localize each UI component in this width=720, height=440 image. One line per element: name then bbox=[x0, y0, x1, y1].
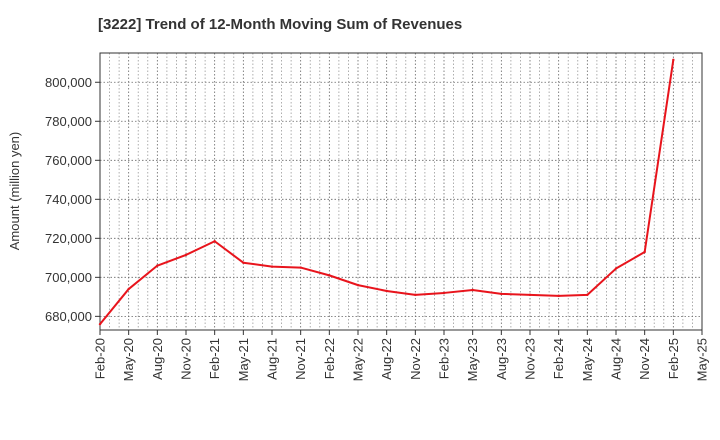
data-point-Feb-21 bbox=[213, 240, 216, 243]
data-point-Feb-24 bbox=[557, 294, 560, 298]
x-axis: Feb-20 May-20 Aug-20 Nov-20 Feb-21 May-21 Aug-… bbox=[93, 330, 710, 381]
x-tick-label: May-23 bbox=[465, 338, 480, 381]
x-tick-label: May-25 bbox=[695, 338, 710, 381]
x-tick-label: Nov-20 bbox=[179, 338, 194, 380]
x-tick-label: Feb-20 bbox=[93, 338, 108, 379]
x-tick-label: Aug-22 bbox=[379, 338, 394, 380]
grid bbox=[100, 53, 702, 330]
data-point-Feb-20 bbox=[98, 322, 102, 326]
x-tick-label: Nov-24 bbox=[637, 338, 652, 380]
y-axis-label: Amount (million yen) bbox=[7, 132, 22, 251]
data-point-Nov-24 bbox=[643, 250, 646, 254]
data-point-May-24 bbox=[586, 293, 589, 297]
x-tick-label: Feb-24 bbox=[551, 338, 566, 379]
data-point-May-20 bbox=[127, 287, 130, 291]
x-tick-label: Nov-22 bbox=[408, 338, 423, 380]
x-tick-label: Aug-24 bbox=[609, 338, 624, 380]
x-tick-label: May-20 bbox=[121, 338, 136, 381]
x-tick-label: Feb-23 bbox=[437, 338, 452, 379]
data-point-Aug-23 bbox=[500, 292, 503, 296]
y-tick-label: 780,000 bbox=[45, 114, 92, 129]
series-layer bbox=[98, 58, 675, 326]
x-tick-label: Feb-22 bbox=[322, 338, 337, 379]
y-tick-label: 700,000 bbox=[45, 270, 92, 285]
x-tick-label: Feb-25 bbox=[666, 338, 681, 379]
data-point-Aug-20 bbox=[156, 264, 159, 267]
data-point-Nov-23 bbox=[528, 293, 532, 297]
x-tick-label: Nov-23 bbox=[523, 338, 538, 380]
data-point-May-23 bbox=[471, 288, 474, 292]
data-point-Nov-22 bbox=[414, 293, 417, 297]
y-tick-label: 680,000 bbox=[45, 309, 92, 324]
chart-title: [3222] Trend of 12-Month Moving Sum of R… bbox=[98, 16, 463, 33]
x-tick-label: Nov-21 bbox=[293, 338, 308, 380]
data-point-May-22 bbox=[356, 283, 360, 287]
y-tick-label: 800,000 bbox=[45, 75, 92, 90]
x-tick-label: May-22 bbox=[351, 338, 366, 381]
data-point-Aug-22 bbox=[385, 289, 388, 293]
x-tick-label: Aug-20 bbox=[150, 338, 165, 380]
y-tick-label: 740,000 bbox=[45, 192, 92, 207]
data-point-Nov-21 bbox=[299, 266, 302, 269]
x-tick-label: May-21 bbox=[236, 338, 251, 381]
y-axis: 680,000 700,000 720,000 740,000 760,000 780,0… bbox=[45, 75, 100, 324]
data-point-Aug-21 bbox=[270, 265, 274, 268]
x-tick-label: Aug-21 bbox=[265, 338, 280, 380]
data-point-Nov-20 bbox=[184, 253, 188, 257]
y-tick-label: 760,000 bbox=[45, 153, 92, 168]
data-point-Aug-24 bbox=[614, 267, 618, 270]
plot-frame bbox=[99, 52, 703, 331]
data-point-Feb-22 bbox=[328, 274, 331, 277]
data-point-Feb-23 bbox=[442, 291, 446, 295]
x-tick-label: Aug-23 bbox=[494, 338, 509, 380]
x-tick-label: Feb-21 bbox=[207, 338, 222, 379]
data-point-May-21 bbox=[242, 261, 245, 264]
y-tick-label: 720,000 bbox=[45, 231, 92, 246]
data-point-Feb-25 bbox=[672, 58, 675, 62]
x-tick-label: May-24 bbox=[580, 338, 595, 381]
